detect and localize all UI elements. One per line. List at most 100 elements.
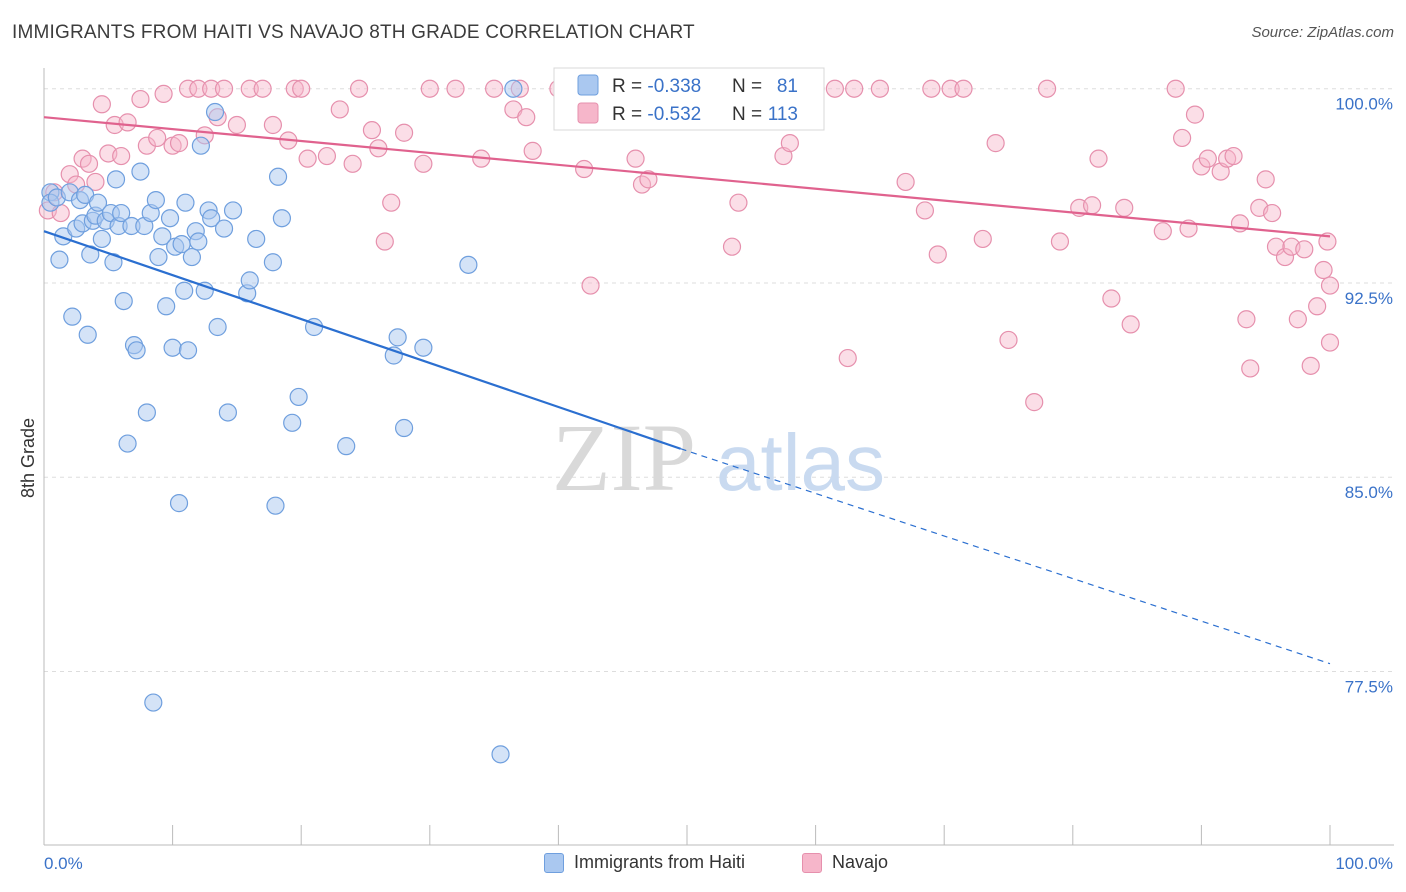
haiti-point xyxy=(240,271,259,290)
navajo-point xyxy=(722,237,742,256)
navajo-point xyxy=(1320,333,1340,352)
navajo-point xyxy=(1025,393,1044,412)
navajo-point xyxy=(922,79,941,98)
navajo-point xyxy=(1241,359,1260,378)
haiti-point xyxy=(268,167,288,186)
navajo-point xyxy=(941,79,960,98)
navajo-point xyxy=(896,172,915,192)
haiti-point xyxy=(223,201,243,220)
y-tick-label: 85.0% xyxy=(1345,483,1393,502)
haiti-point xyxy=(388,328,407,347)
navajo-point xyxy=(1256,170,1275,189)
haiti-point xyxy=(283,413,302,432)
navajo-point xyxy=(845,79,864,98)
navajo-point xyxy=(1082,196,1102,215)
navajo-point xyxy=(154,84,173,104)
navajo-point xyxy=(1288,310,1307,329)
haiti-point xyxy=(491,745,510,764)
navajo-point xyxy=(79,154,99,173)
legend-r-value-2: -0.532 xyxy=(647,104,701,125)
navajo-point xyxy=(169,134,189,153)
navajo-point xyxy=(1198,149,1217,168)
navajo-points xyxy=(38,79,1340,412)
navajo-point xyxy=(362,121,382,140)
haiti-point xyxy=(106,170,126,189)
haiti-point xyxy=(50,250,69,269)
navajo-point xyxy=(112,146,131,166)
navajo-point xyxy=(1295,240,1314,259)
navajo-point xyxy=(446,79,465,98)
haiti-point xyxy=(175,281,194,300)
navajo-point xyxy=(1275,247,1295,267)
haiti-point xyxy=(218,403,237,422)
bottom-legend-navajo-label: Navajo xyxy=(832,852,889,872)
y-axis-label: 8th Grade xyxy=(18,418,38,498)
navajo-point xyxy=(420,79,439,98)
haiti-trend-extension xyxy=(680,448,1331,665)
haiti-point xyxy=(127,341,146,360)
bottom-legend-navajo: Navajo xyxy=(802,852,888,873)
haiti-point xyxy=(118,434,137,453)
navajo-point xyxy=(1121,315,1140,334)
navajo-point xyxy=(838,348,857,368)
x-tick-label: 100.0% xyxy=(1335,854,1393,873)
navajo-point xyxy=(1318,232,1337,251)
navajo-point xyxy=(1089,149,1108,168)
haiti-point xyxy=(88,193,108,212)
haiti-point xyxy=(153,227,172,246)
haiti-point xyxy=(63,307,82,326)
navajo-point xyxy=(240,79,259,98)
navajo-point xyxy=(1166,79,1185,98)
navajo-point xyxy=(92,95,111,114)
haiti-point xyxy=(414,338,433,357)
navajo-point xyxy=(178,79,198,98)
haiti-point xyxy=(205,102,225,122)
navajo-point xyxy=(575,159,594,179)
haiti-point xyxy=(131,162,150,181)
navajo-point xyxy=(118,113,137,132)
haiti-point xyxy=(214,219,234,238)
navajo-point xyxy=(1266,237,1286,256)
navajo-point xyxy=(485,79,504,98)
legend-n-label-1: N = xyxy=(732,76,762,97)
watermark: ZIP atlas xyxy=(552,404,885,511)
navajo-point xyxy=(986,134,1005,153)
haiti-point xyxy=(289,387,308,407)
haiti-point xyxy=(160,209,180,228)
navajo-point xyxy=(414,154,433,173)
haiti-point xyxy=(178,341,198,360)
haiti-point xyxy=(202,209,221,228)
svg-text:R = -0.532: R = -0.532 xyxy=(612,104,701,125)
navajo-point xyxy=(86,172,105,192)
legend-n-value-1: 81 xyxy=(777,76,798,97)
svg-text:N =: N = xyxy=(732,76,762,97)
navajo-point xyxy=(292,79,311,98)
haiti-point xyxy=(272,209,292,228)
navajo-point xyxy=(870,79,890,98)
navajo-point xyxy=(581,276,600,295)
navajo-point xyxy=(253,79,272,98)
navajo-point xyxy=(1314,260,1333,280)
legend-r-label-2: R = xyxy=(612,104,647,125)
source-label: Source: ZipAtlas.com xyxy=(1251,24,1394,41)
navajo-point xyxy=(1185,105,1205,124)
svg-text:R = -0.338: R = -0.338 xyxy=(612,76,701,97)
haiti-point xyxy=(182,247,201,267)
navajo-point xyxy=(330,100,349,119)
legend-r-label-1: R = xyxy=(612,76,647,97)
haiti-point xyxy=(146,190,165,210)
haiti-point xyxy=(266,496,285,515)
navajo-point xyxy=(1050,232,1070,251)
legend-swatch-navajo-bottom xyxy=(802,852,822,873)
navajo-point xyxy=(394,123,414,142)
bottom-legend-haiti-label: Immigrants from Haiti xyxy=(574,852,746,872)
haiti-trend-line xyxy=(43,230,681,450)
watermark-zip: ZIP xyxy=(552,404,696,511)
y-tick-label: 92.5% xyxy=(1345,289,1393,308)
haiti-point xyxy=(169,494,189,513)
legend-swatch-navajo xyxy=(577,102,599,124)
navajo-point xyxy=(263,115,283,135)
navajo-point xyxy=(298,149,317,168)
navajo-point xyxy=(1224,146,1243,166)
navajo-point xyxy=(148,128,167,148)
